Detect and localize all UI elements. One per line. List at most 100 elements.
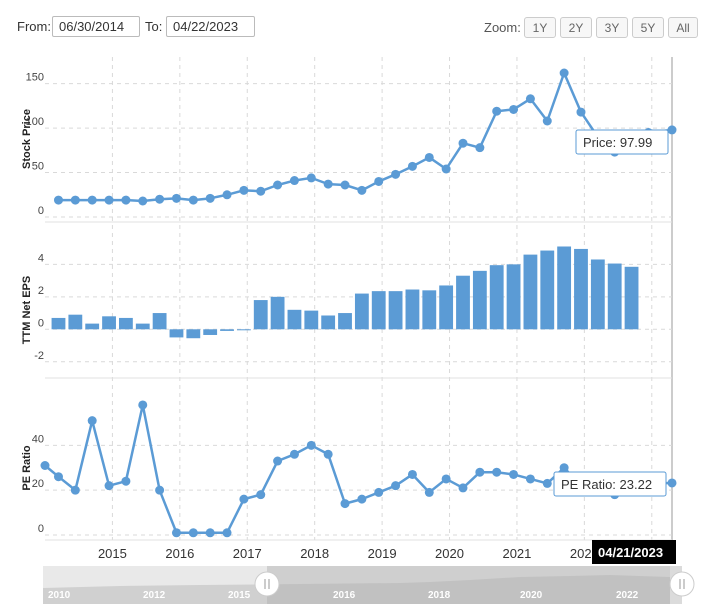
eps-bar: [236, 329, 251, 331]
pe-line: [44, 403, 673, 535]
pe-point: [509, 469, 519, 479]
zoom-2y-button[interactable]: 2Y: [560, 17, 592, 38]
navigator-selected-range[interactable]: [267, 566, 682, 604]
pe-point: [458, 483, 468, 493]
zoom-all-button[interactable]: All: [668, 17, 698, 38]
price-point: [374, 176, 384, 186]
navigator-year-label: 2015: [228, 590, 251, 601]
pe-point: [205, 528, 215, 538]
pe-point: [667, 478, 677, 488]
navigator-year-label: 2022: [616, 590, 639, 601]
date-badge: 04/21/2023: [592, 540, 676, 564]
zoom-label: Zoom:: [484, 20, 521, 35]
eps-bar: [354, 293, 369, 330]
eps-bar: [85, 323, 100, 330]
eps-bar: [607, 263, 622, 330]
price-point: [121, 195, 131, 205]
x-tick-label: 2021: [502, 546, 531, 561]
eps-bar: [169, 329, 184, 338]
pe-point: [492, 467, 502, 477]
eps-bar: [590, 259, 605, 330]
pe-point: [121, 476, 131, 486]
price-point: [70, 195, 80, 205]
pe-point: [239, 494, 249, 504]
zoom-5y-button[interactable]: 5Y: [632, 17, 664, 38]
eps-panel: -2 0 2 4 TTM Net EPS: [21, 246, 672, 379]
price-tooltip-text: Price: 97.99: [583, 135, 652, 150]
navigator-area: [43, 575, 670, 604]
price-point: [576, 107, 586, 117]
y-tick-label: 20: [32, 478, 44, 490]
eps-bar: [557, 246, 572, 330]
y-axis-label: TTM Net EPS: [21, 276, 33, 344]
price-point: [87, 195, 97, 205]
to-date-input[interactable]: [166, 16, 255, 37]
pe-point: [323, 449, 333, 459]
y-tick-label: -2: [34, 350, 44, 362]
eps-bar: [321, 315, 336, 330]
navigator-right-handle[interactable]: [669, 571, 695, 597]
pe-point: [155, 485, 165, 495]
date-badge-text: 04/21/2023: [598, 545, 663, 560]
zoom-1y-button[interactable]: 1Y: [524, 17, 556, 38]
y-axis-label: PE Ratio: [21, 445, 33, 491]
eps-bar: [270, 296, 285, 330]
pe-point: [357, 494, 367, 504]
pe-point: [542, 478, 552, 488]
y-tick-label: 0: [38, 205, 44, 217]
eps-bar: [287, 309, 302, 330]
y-tick-label: 0: [38, 523, 44, 535]
pe-point: [306, 440, 316, 450]
x-tick-label: 2016: [165, 546, 194, 561]
y-tick-label: 4: [38, 252, 44, 264]
price-point: [155, 194, 165, 204]
x-tick-label: 2017: [233, 546, 262, 561]
eps-bar: [489, 265, 504, 330]
pe-tooltip-text: PE Ratio: 23.22: [561, 477, 652, 492]
navigator-year-label: 2018: [428, 590, 451, 601]
price-point: [559, 68, 569, 78]
eps-bar: [624, 266, 639, 330]
pe-point: [273, 456, 283, 466]
price-point: [205, 193, 215, 203]
to-label: To:: [145, 19, 163, 34]
eps-bar: [186, 329, 201, 339]
eps-bar: [422, 290, 437, 330]
price-point: [458, 138, 468, 148]
pe-point: [104, 481, 114, 491]
eps-bar: [118, 317, 133, 330]
range-navigator[interactable]: 2010 2012 2015 2016 2018 2020 2022: [43, 566, 695, 604]
pe-point: [391, 481, 401, 491]
eps-bar: [253, 300, 268, 330]
pe-point: [256, 490, 266, 500]
price-point: [273, 180, 283, 190]
zoom-3y-button[interactable]: 3Y: [596, 17, 628, 38]
navigator-left-handle[interactable]: [254, 571, 280, 597]
eps-bar: [152, 313, 167, 330]
pe-point: [70, 485, 80, 495]
pe-tooltip: PE Ratio: 23.22: [553, 471, 667, 497]
price-point: [306, 173, 316, 183]
price-point: [256, 186, 266, 196]
from-date-input[interactable]: [52, 16, 140, 37]
price-point: [441, 164, 451, 174]
date-badge-box: [592, 540, 676, 564]
eps-bar: [102, 316, 116, 330]
eps-bar: [220, 329, 234, 331]
price-point: [138, 196, 148, 206]
price-point: [525, 94, 535, 104]
eps-bar: [338, 313, 352, 330]
price-point: [188, 195, 198, 205]
y-tick-label: 0: [38, 317, 44, 329]
pe-point: [559, 463, 569, 473]
pe-point: [475, 467, 485, 477]
x-tick-label: 2022: [570, 546, 599, 561]
y-tick-label: 150: [26, 72, 44, 84]
y-tick-label: 50: [32, 161, 44, 173]
navigator-year-label: 2010: [48, 590, 71, 601]
eps-bar: [203, 329, 218, 335]
eps-bar: [405, 289, 420, 330]
eps-bar: [439, 285, 454, 330]
pe-point: [407, 469, 417, 479]
